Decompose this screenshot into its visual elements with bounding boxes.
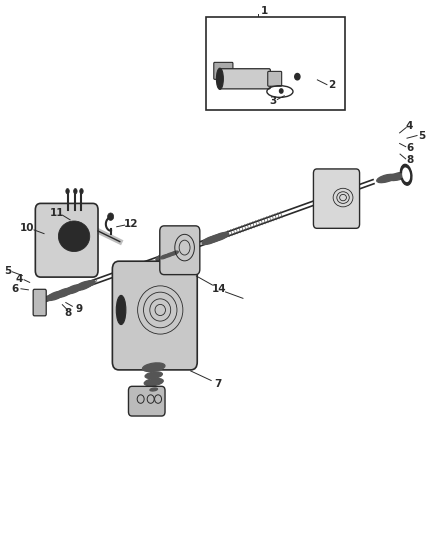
Circle shape — [279, 89, 283, 93]
Ellipse shape — [150, 388, 158, 391]
FancyBboxPatch shape — [268, 71, 282, 86]
Bar — [206, 17, 345, 110]
Text: 6: 6 — [406, 143, 413, 154]
Ellipse shape — [50, 293, 60, 298]
Ellipse shape — [116, 295, 126, 325]
Text: 14: 14 — [212, 284, 226, 294]
FancyBboxPatch shape — [214, 62, 233, 79]
Ellipse shape — [78, 283, 88, 288]
Text: 8: 8 — [64, 308, 71, 318]
Ellipse shape — [75, 286, 82, 289]
Ellipse shape — [377, 174, 396, 183]
Ellipse shape — [400, 164, 412, 185]
Ellipse shape — [57, 293, 63, 296]
Text: 6: 6 — [12, 284, 19, 294]
FancyBboxPatch shape — [35, 204, 98, 277]
Ellipse shape — [74, 281, 93, 290]
Text: 5: 5 — [418, 131, 425, 141]
Ellipse shape — [64, 285, 83, 294]
Ellipse shape — [216, 235, 225, 239]
Ellipse shape — [389, 172, 408, 181]
Ellipse shape — [385, 174, 400, 181]
Circle shape — [108, 213, 114, 220]
Ellipse shape — [397, 172, 410, 179]
Ellipse shape — [148, 380, 159, 384]
Ellipse shape — [161, 251, 178, 259]
Ellipse shape — [170, 251, 178, 255]
Text: 7: 7 — [215, 379, 222, 389]
Ellipse shape — [85, 282, 92, 286]
FancyBboxPatch shape — [128, 386, 165, 416]
Circle shape — [295, 74, 300, 80]
Ellipse shape — [147, 387, 161, 392]
Ellipse shape — [402, 167, 410, 182]
Ellipse shape — [206, 238, 215, 243]
Ellipse shape — [144, 378, 163, 386]
Ellipse shape — [156, 253, 173, 261]
Ellipse shape — [74, 189, 77, 194]
Ellipse shape — [53, 291, 67, 297]
Ellipse shape — [65, 289, 72, 293]
Text: 5: 5 — [4, 266, 11, 276]
Ellipse shape — [55, 288, 73, 297]
Ellipse shape — [165, 253, 173, 257]
FancyBboxPatch shape — [113, 261, 197, 370]
Ellipse shape — [80, 189, 83, 194]
FancyBboxPatch shape — [33, 289, 46, 316]
Ellipse shape — [82, 280, 95, 287]
FancyBboxPatch shape — [160, 226, 200, 274]
Ellipse shape — [166, 249, 183, 257]
Ellipse shape — [393, 174, 404, 179]
Ellipse shape — [66, 189, 69, 194]
Ellipse shape — [211, 236, 219, 240]
Ellipse shape — [142, 363, 165, 372]
Ellipse shape — [68, 231, 80, 242]
Ellipse shape — [59, 290, 69, 295]
Ellipse shape — [212, 232, 229, 241]
Ellipse shape — [202, 236, 219, 245]
Text: 4: 4 — [406, 121, 413, 131]
Ellipse shape — [207, 234, 224, 243]
Text: 3: 3 — [269, 96, 276, 106]
Ellipse shape — [149, 373, 159, 377]
Ellipse shape — [148, 365, 160, 370]
FancyBboxPatch shape — [314, 169, 360, 228]
Ellipse shape — [381, 176, 392, 181]
Text: 9: 9 — [75, 304, 82, 314]
Ellipse shape — [145, 372, 162, 378]
Ellipse shape — [71, 234, 77, 239]
Text: 8: 8 — [406, 156, 413, 165]
Text: 11: 11 — [50, 208, 64, 219]
Ellipse shape — [64, 226, 85, 246]
Ellipse shape — [216, 68, 223, 90]
Text: 1: 1 — [261, 6, 268, 16]
Text: 2: 2 — [328, 79, 335, 90]
Ellipse shape — [160, 255, 169, 259]
Ellipse shape — [400, 174, 407, 177]
Ellipse shape — [62, 288, 75, 294]
Ellipse shape — [46, 291, 65, 301]
Ellipse shape — [388, 175, 396, 179]
Ellipse shape — [58, 221, 90, 252]
Text: 12: 12 — [124, 219, 138, 229]
Text: 10: 10 — [19, 223, 34, 233]
Text: 4: 4 — [15, 273, 22, 284]
Ellipse shape — [72, 284, 85, 291]
Ellipse shape — [69, 287, 79, 292]
FancyBboxPatch shape — [220, 69, 270, 89]
